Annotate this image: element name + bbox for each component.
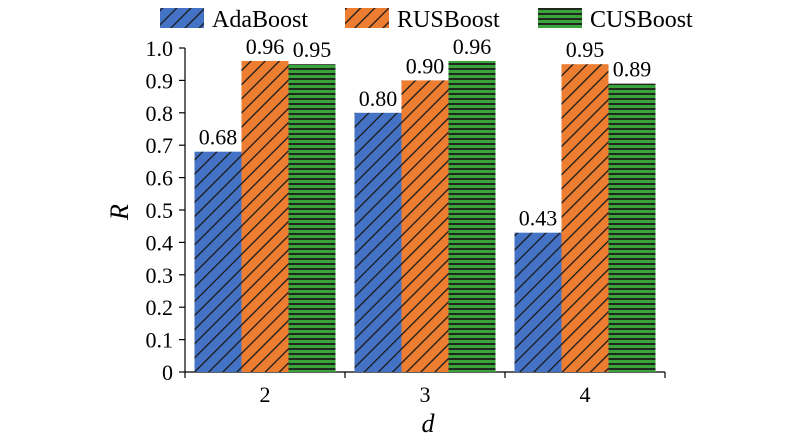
data-label-rusboost-4: 0.95 [566, 37, 605, 62]
y-tick-label: 0.7 [146, 133, 174, 158]
legend-swatch-adaboost [160, 8, 204, 28]
bar-rusboost-3 [401, 80, 449, 373]
y-tick-label: 0.1 [146, 328, 174, 353]
y-tick-label: 0.3 [146, 263, 174, 288]
x-axis: 2 3 4 [184, 371, 666, 407]
data-labels: 0.68 0.80 0.43 0.96 0.90 0.95 0.95 0.96 0.89 [199, 34, 652, 231]
x-tick-label: 4 [580, 382, 591, 407]
bar-adaboost-3 [354, 112, 402, 373]
data-label-cusboost-4: 0.89 [613, 57, 652, 82]
y-tick-label: 0.6 [146, 166, 174, 191]
bars [194, 60, 656, 373]
data-label-cusboost-2: 0.95 [293, 37, 332, 62]
data-label-adaboost-4: 0.43 [519, 206, 558, 231]
bar-cusboost-2 [288, 64, 336, 372]
data-label-cusboost-3: 0.96 [453, 34, 492, 59]
y-tick-label: 0.2 [146, 295, 174, 320]
x-axis-title: d [422, 409, 436, 438]
y-tick-label: 0.4 [146, 230, 174, 255]
bar-adaboost-2 [194, 151, 242, 372]
y-axis-title: R [105, 204, 134, 221]
y-tick-label: 0 [162, 360, 173, 385]
bar-rusboost-2 [241, 60, 289, 373]
legend: AdaBoost RUSBoost CUSBoost [160, 7, 693, 33]
data-label-rusboost-2: 0.96 [246, 34, 285, 59]
y-tick-label: 0.8 [146, 101, 174, 126]
legend-label-cusboost: CUSBoost [590, 7, 693, 33]
x-tick-label: 3 [420, 382, 431, 407]
y-tick-label: 1.0 [146, 36, 174, 61]
y-tick-label: 0.9 [146, 68, 174, 93]
legend-label-rusboost: RUSBoost [397, 7, 500, 33]
bar-cusboost-3 [448, 60, 496, 373]
legend-swatch-rusboost [345, 8, 389, 28]
bar-cusboost-4 [608, 83, 656, 372]
x-tick-label: 2 [260, 382, 271, 407]
bar-rusboost-4 [561, 64, 609, 372]
y-axis: 0 0.1 0.2 0.3 0.4 0.5 0.6 0.7 0.8 0.9 1.0 [146, 36, 186, 385]
legend-label-adaboost: AdaBoost [212, 7, 308, 33]
data-label-adaboost-3: 0.80 [359, 86, 398, 111]
data-label-adaboost-2: 0.68 [199, 125, 238, 150]
bar-adaboost-4 [514, 232, 562, 372]
legend-swatch-cusboost [538, 8, 582, 28]
data-label-rusboost-3: 0.90 [406, 53, 445, 78]
y-tick-label: 0.5 [146, 198, 174, 223]
